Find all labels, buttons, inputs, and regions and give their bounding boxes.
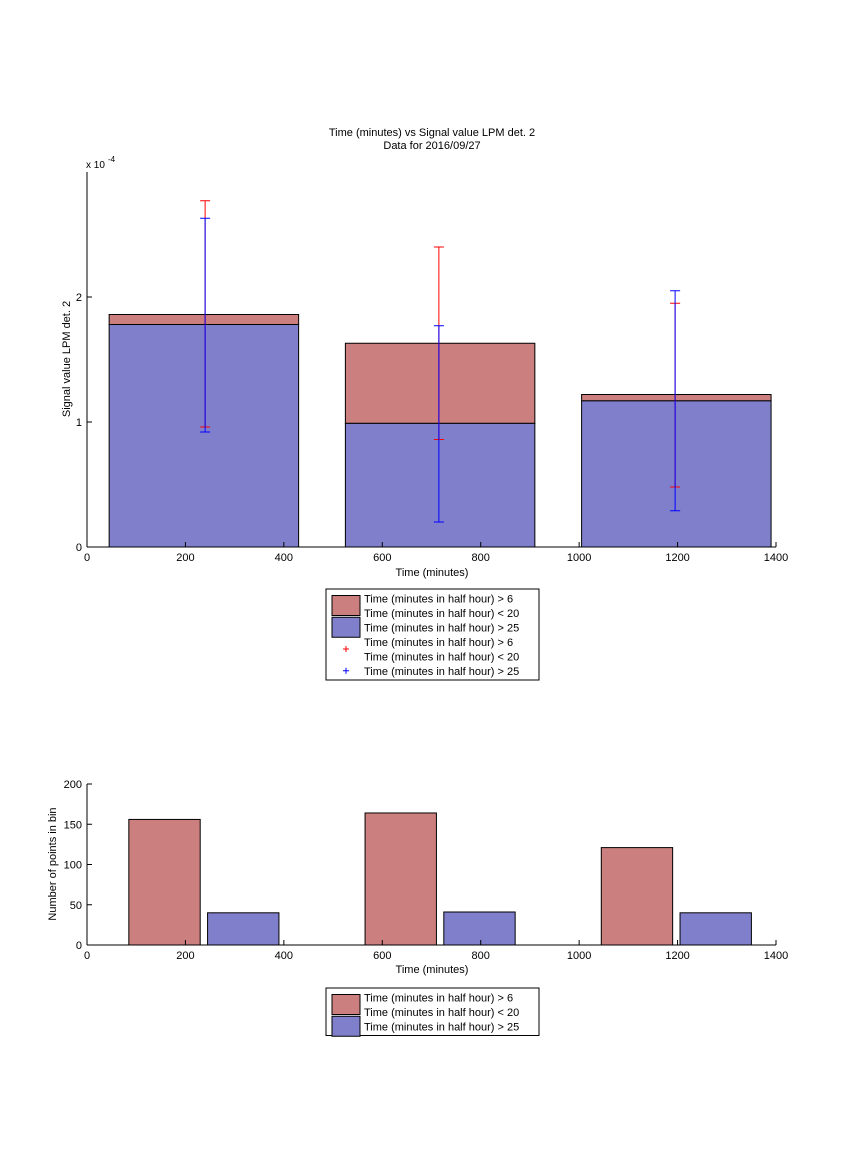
chart1-x-tick-label: 1000 [567, 552, 591, 564]
chart2-x-tick-label: 1000 [567, 950, 591, 962]
chart1-x-tick-label: 200 [176, 552, 194, 564]
chart1-exponent-power: -4 [108, 155, 116, 164]
bar-red [108, 314, 300, 325]
legend-label: Time (minutes in half hour) < 20 [364, 652, 519, 664]
chart1-y-tick-label: 0 [76, 542, 82, 554]
chart1-exponent-base: x 10 [86, 160, 105, 171]
chart2-x-tick-label: 200 [176, 950, 194, 962]
bar-blue [679, 912, 752, 946]
bar-blue [581, 400, 772, 548]
legend-label: Time (minutes in half hour) > 25 [364, 666, 519, 678]
chart2-y-tick-label: 50 [70, 900, 82, 912]
legend-swatch [331, 616, 361, 638]
chart2-ylabel: Number of points in bin [47, 807, 59, 920]
chart2-legend: Time (minutes in half hour) > 6 Time (min… [325, 987, 540, 1037]
legend-label: Time (minutes in half hour) < 20 [364, 608, 519, 620]
chart2-plot: 0 200 400 600 800 1000 1200 1400 0 50 100 150 200 [64, 779, 789, 962]
bar-red [128, 818, 201, 946]
chart1-x-tick-label: 0 [84, 552, 90, 564]
chart2-y-tick-label: 100 [64, 860, 82, 872]
chart1-x-tick-label: 400 [275, 552, 293, 564]
legend-label: Time (minutes in half hour) > 25 [364, 1022, 519, 1034]
chart1-title: Time (minutes) vs Signal value LPM det. … [329, 127, 535, 139]
legend-swatch [331, 1015, 361, 1037]
chart2-x-tick-label: 600 [373, 950, 391, 962]
chart2-y-tick-label: 150 [64, 819, 82, 831]
legend-label: Time (minutes in half hour) > 6 [364, 637, 513, 649]
chart1-exponent: x 10 -4 [86, 155, 116, 171]
chart2-xlabel: Time (minutes) [396, 964, 469, 976]
chart1-legend: Time (minutes in half hour) > 6 Time (min… [325, 588, 540, 681]
chart1-x-tick-label: 800 [472, 552, 490, 564]
chart2-x-tick-label: 400 [275, 950, 293, 962]
bar-blue [344, 422, 536, 548]
legend-label: Time (minutes in half hour) > 6 [364, 594, 513, 606]
chart1-xlabel: Time (minutes) [396, 567, 469, 579]
bar-red [581, 394, 772, 402]
chart1-x-tick-label: 600 [373, 552, 391, 564]
chart1-y-tick-label: 1 [76, 417, 82, 429]
legend-box [325, 987, 540, 1036]
chart1-x-tick-label: 1400 [764, 552, 788, 564]
chart1-x-tick-label: 1200 [665, 552, 689, 564]
bar-red [600, 847, 674, 946]
chart2-x-tick-label: 1200 [665, 950, 689, 962]
chart2-y-tick-label: 200 [64, 779, 82, 791]
chart1-y-tick-label: 2 [76, 292, 82, 304]
chart1-ylabel: Signal value LPM det. 2 [61, 301, 73, 417]
chart1-subtitle: Data for 2016/09/27 [383, 140, 480, 152]
legend-label: Time (minutes in half hour) < 20 [364, 1007, 519, 1019]
legend-box [325, 588, 540, 681]
chart2-y-tick-label: 0 [76, 940, 82, 952]
bar-red [364, 812, 437, 946]
chart1-plot: 0 200 400 600 800 1000 1200 1400 0 1 2 [76, 172, 788, 564]
bar-blue [443, 911, 516, 946]
bar-blue [108, 324, 300, 548]
legend-swatch [331, 994, 361, 1015]
bar-blue [207, 912, 280, 946]
legend-label: Time (minutes in half hour) > 25 [364, 623, 519, 635]
legend-swatch [331, 595, 361, 616]
bar-red [344, 342, 536, 424]
chart2-x-tick-label: 0 [84, 950, 90, 962]
chart2-x-tick-label: 800 [472, 950, 490, 962]
legend-label: Time (minutes in half hour) > 6 [364, 993, 513, 1005]
chart2-x-tick-label: 1400 [764, 950, 788, 962]
